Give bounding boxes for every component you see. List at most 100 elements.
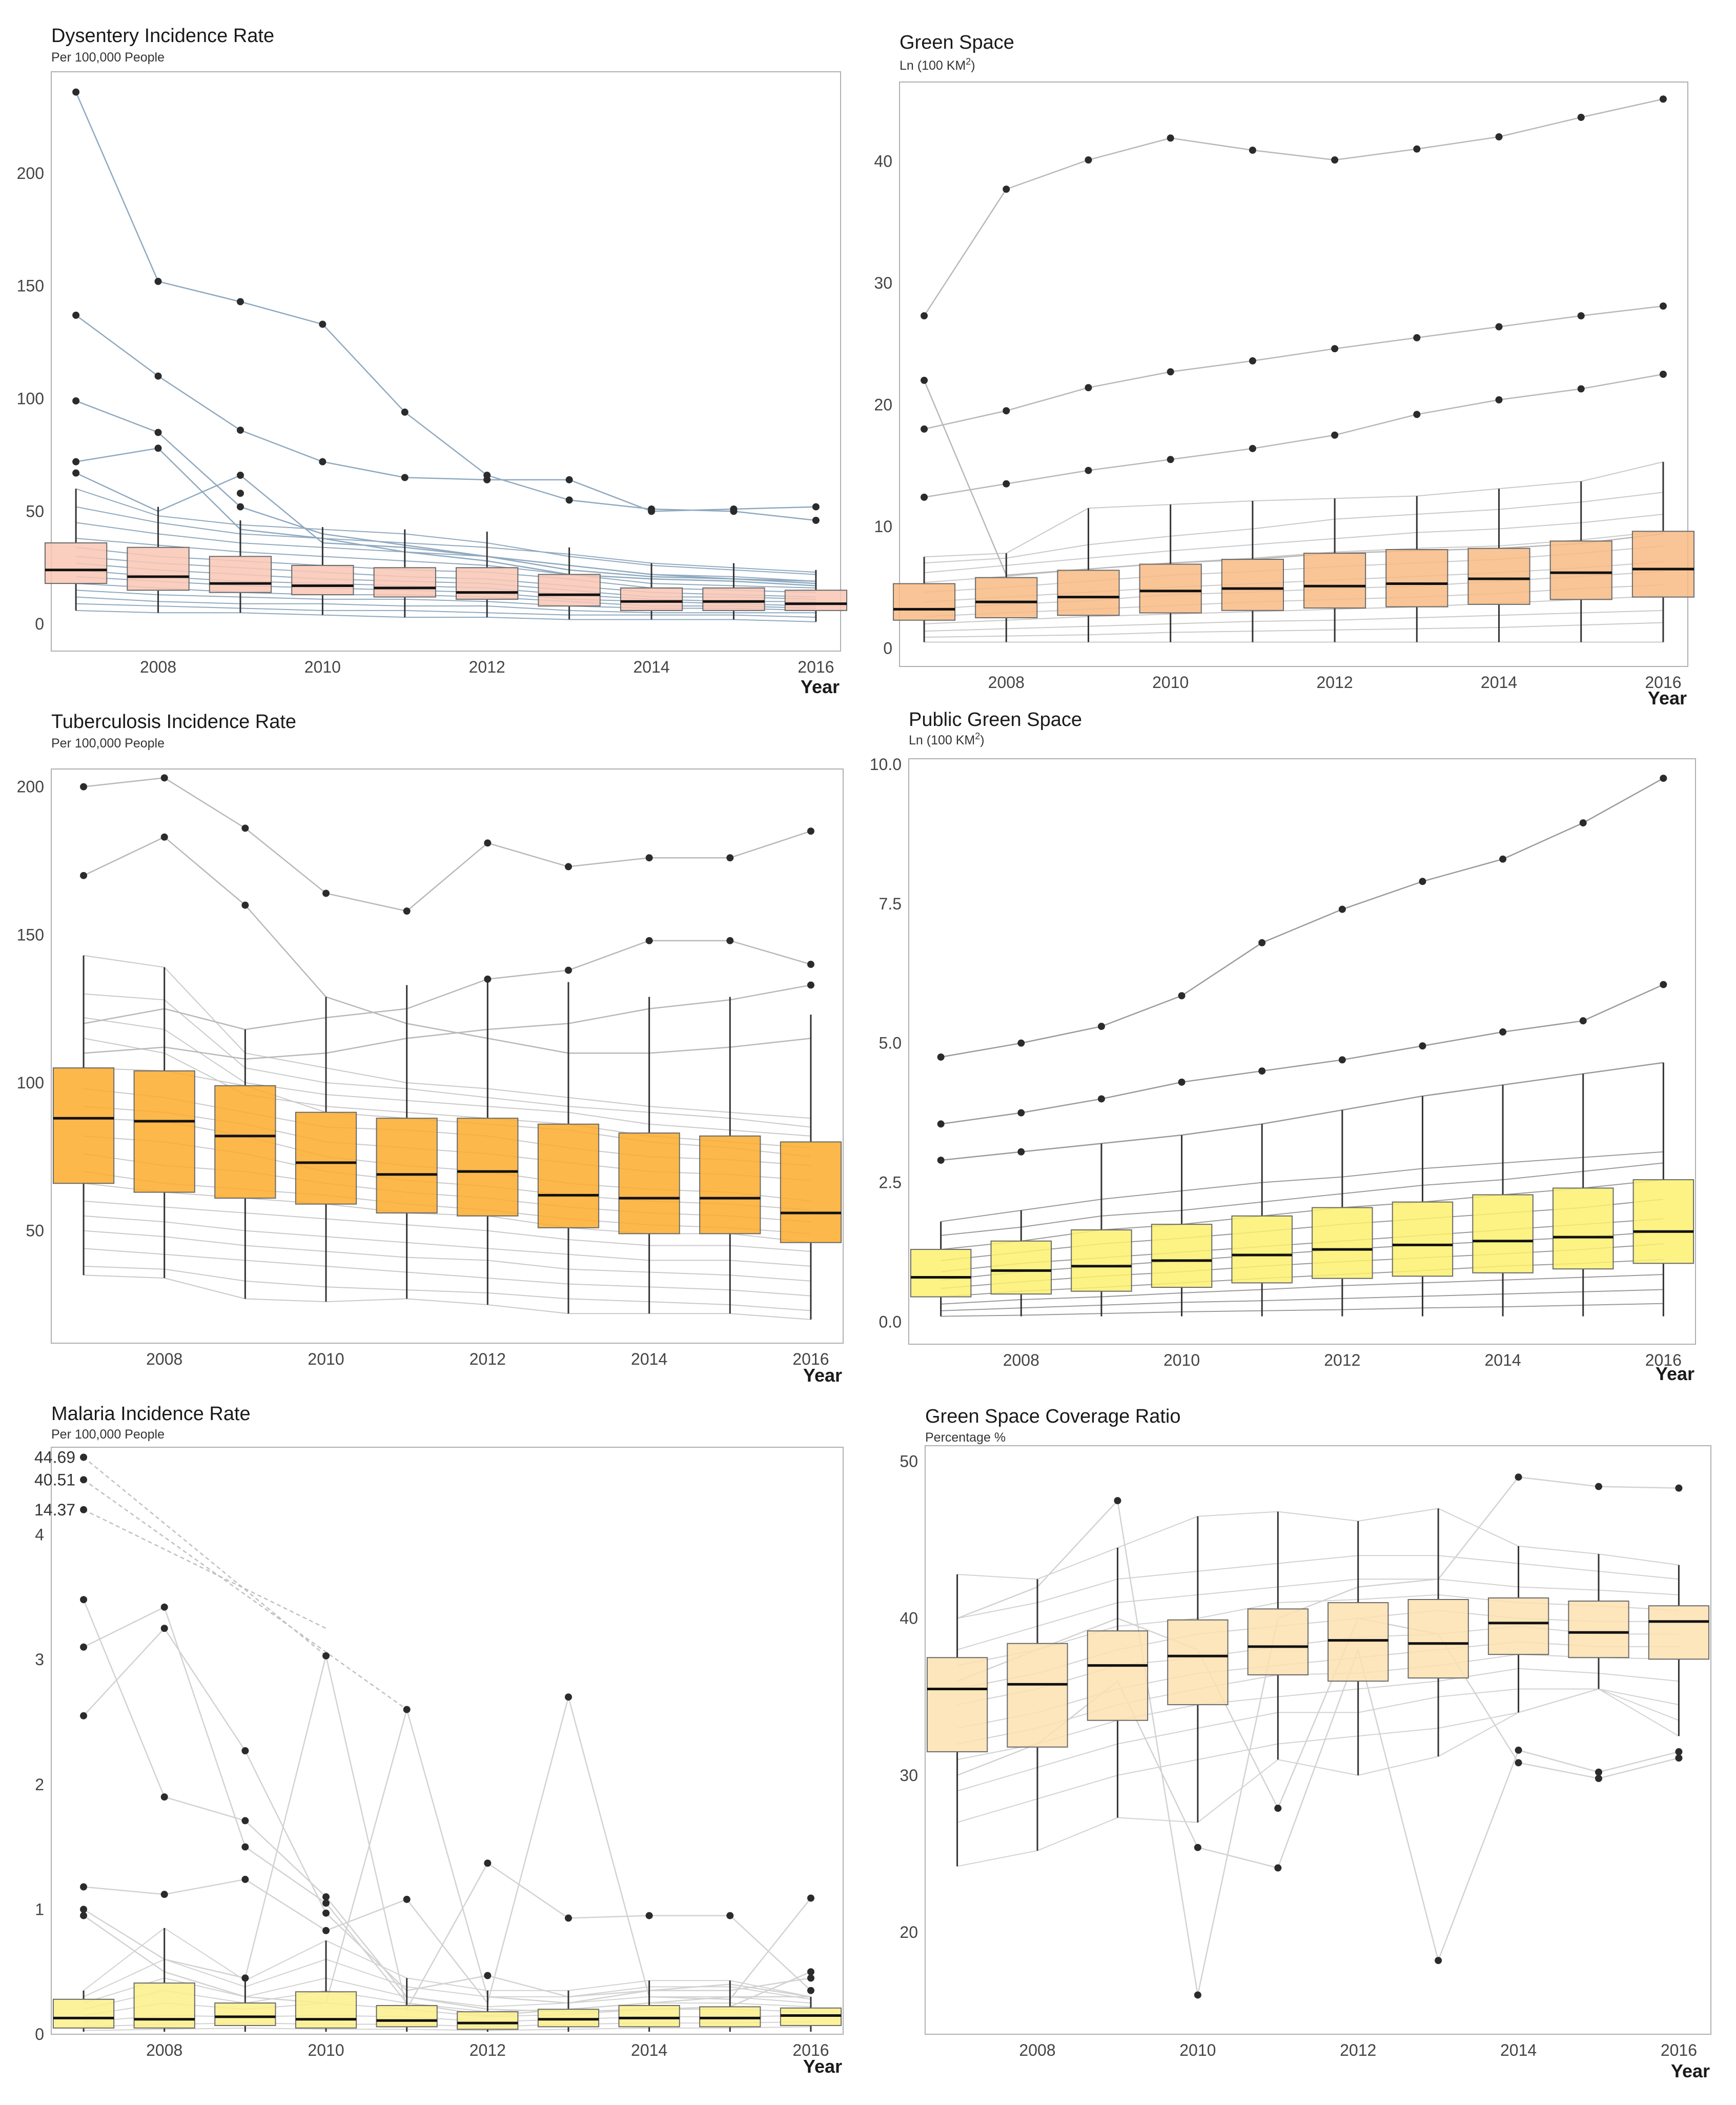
series-line <box>83 1017 811 1137</box>
box <box>457 2011 519 2030</box>
box <box>1087 1630 1149 1721</box>
outlier-point <box>1258 1067 1266 1075</box>
outlier-point <box>401 408 409 416</box>
outlier-point <box>403 1706 411 1713</box>
series-line <box>941 1289 1664 1311</box>
series-line <box>76 538 816 589</box>
outlier-point <box>1495 396 1503 403</box>
outlier-point <box>807 1894 814 1902</box>
series-line <box>924 461 1664 558</box>
chart-title: Tuberculosis Incidence Rate <box>51 711 296 733</box>
outlier-point <box>937 1053 945 1061</box>
outlier-point <box>1577 312 1585 319</box>
outlier-series-line <box>75 447 816 586</box>
outlier-point <box>241 901 249 909</box>
y-tick-label: 2.5 <box>879 1173 902 1192</box>
outlier-point <box>322 1893 330 1901</box>
outlier-point <box>80 872 88 879</box>
outlier-point <box>937 1120 945 1128</box>
outlier-point <box>1331 156 1339 164</box>
outlier-point <box>236 472 244 479</box>
outlier-point <box>80 1712 88 1719</box>
outlier-series-line <box>83 1599 811 2013</box>
outlier-point <box>1675 1754 1683 1762</box>
outlier-points <box>72 88 820 524</box>
outlier-series-line <box>83 940 811 1030</box>
x-tick-label: 2010 <box>1179 2041 1216 2059</box>
series-line <box>76 603 816 618</box>
outlier-point <box>80 1596 88 1604</box>
series-line <box>83 993 811 1128</box>
box <box>1231 1215 1293 1284</box>
series-line <box>83 1153 811 1223</box>
box <box>214 2002 276 2026</box>
outlier-point <box>726 937 734 944</box>
coverage-svg: Green Space Coverage Ratio Percentage % 20… <box>900 1406 1711 2081</box>
outlier-point <box>565 496 573 504</box>
box <box>133 1982 195 2029</box>
outlier-point <box>1495 133 1503 140</box>
outlier-point <box>1499 855 1507 863</box>
outlier-point <box>1085 384 1092 392</box>
outlier-point <box>1249 357 1256 365</box>
boxes <box>926 1508 1710 1867</box>
x-tick-label: 2008 <box>1003 1351 1039 1369</box>
outlier-series-line <box>924 305 1664 430</box>
box <box>376 2005 438 2028</box>
outlier-point <box>1338 1056 1346 1064</box>
outlier-point <box>403 1895 411 1903</box>
outlier-series-line <box>83 1707 811 2004</box>
box <box>1139 563 1202 614</box>
series-line <box>924 595 1663 624</box>
chart-subtitle: Per 100,000 People <box>51 1427 165 1442</box>
box <box>702 587 765 611</box>
public-green-space-chart-panel: Public Green Space Ln (100 KM2) 0.0 2.5 5.0 7… <box>868 702 1736 1405</box>
box <box>1648 1605 1710 1660</box>
dashed-link-line <box>83 1509 326 1629</box>
outlier-point <box>72 397 80 404</box>
outlier-point <box>1258 939 1266 946</box>
box <box>910 1249 972 1298</box>
outlier-point <box>1595 1775 1602 1783</box>
series-line <box>76 596 816 614</box>
box <box>618 2005 680 2028</box>
box <box>926 1657 988 1752</box>
outlier-point <box>1178 992 1186 1000</box>
series-line <box>924 610 1663 632</box>
series-line <box>83 1106 811 1181</box>
outlier-series-line <box>941 984 1664 1125</box>
series-lines <box>923 98 1664 643</box>
outlier-point <box>1249 444 1256 452</box>
outlier-point <box>160 1891 168 1898</box>
y-tick-label: 10 <box>874 517 892 536</box>
box <box>1632 1179 1694 1264</box>
outlier-point <box>154 444 162 452</box>
series-line <box>924 561 1664 603</box>
outlier-point <box>812 516 820 524</box>
chart-subtitle: Ln (100 KM2) <box>909 731 985 747</box>
box <box>1221 559 1284 611</box>
boxes <box>44 489 848 622</box>
outlier-point <box>322 1899 330 1907</box>
box <box>892 583 956 621</box>
series-line <box>941 1231 1664 1281</box>
series-line <box>957 1594 1679 1666</box>
outlier-points <box>80 1453 814 1994</box>
y-tick-label: 50 <box>26 502 44 520</box>
outlier-point <box>160 833 168 841</box>
chart-title: Green Space Coverage Ratio <box>925 1406 1181 1427</box>
outlier-point <box>565 476 573 483</box>
outlier-point <box>80 783 88 791</box>
outlier-point <box>648 508 656 515</box>
x-tick-label: 2008 <box>140 658 176 676</box>
outlier-point <box>807 1987 814 1994</box>
box <box>52 1998 115 2029</box>
outlier-point <box>1249 147 1256 154</box>
boxes <box>52 1928 842 2032</box>
box <box>44 542 108 584</box>
outlier-point <box>484 1859 492 1867</box>
y-tick-label: 30 <box>874 274 892 292</box>
outlier-series-line <box>957 1617 1679 1810</box>
series-line <box>957 1668 1679 1760</box>
